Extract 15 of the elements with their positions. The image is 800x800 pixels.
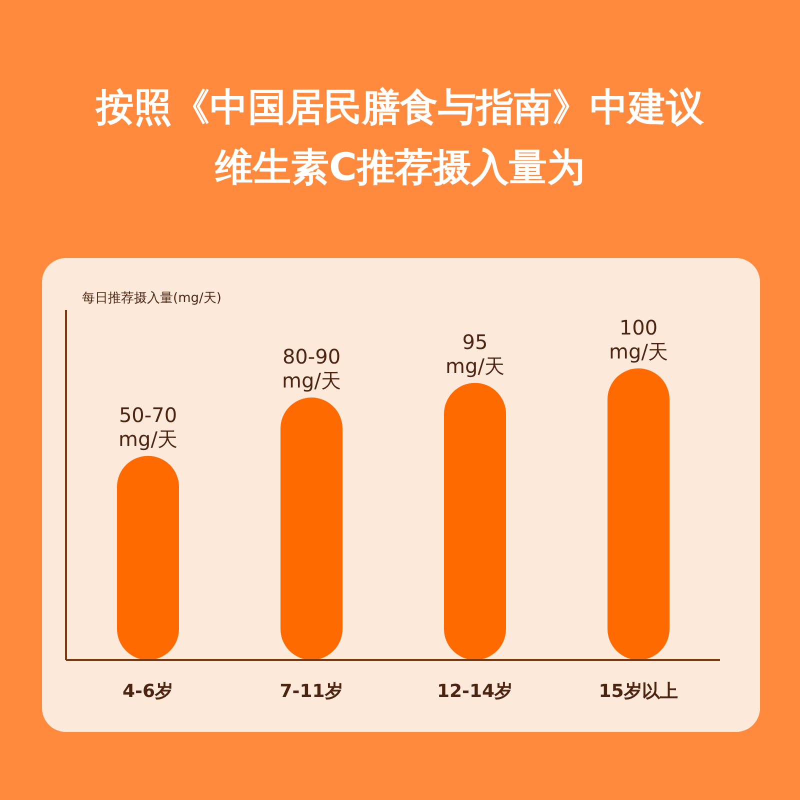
y-axis-title: 每日推荐摄入量(mg/天) [82,290,222,308]
x-tick-label: 15岁以上 [598,680,678,702]
data-label: 95 mg/天 [446,330,504,378]
x-tick-label: 4-6岁 [122,680,174,702]
bar [608,368,670,660]
x-tick-label: 12-14岁 [436,680,513,702]
bar [117,456,179,660]
bar [444,382,506,660]
chart-title: 按照《中国居民膳食与指南》中建议 [94,84,705,131]
bar [280,398,342,660]
x-tick-label: 7-11岁 [280,680,343,702]
data-label: 100 mg/天 [609,315,668,364]
data-label: 80-90 mg/天 [282,344,341,392]
data-label: 50-70 mg/天 [118,402,178,451]
chart-subtitle: 维生素C推荐摄入量为 [214,144,586,191]
